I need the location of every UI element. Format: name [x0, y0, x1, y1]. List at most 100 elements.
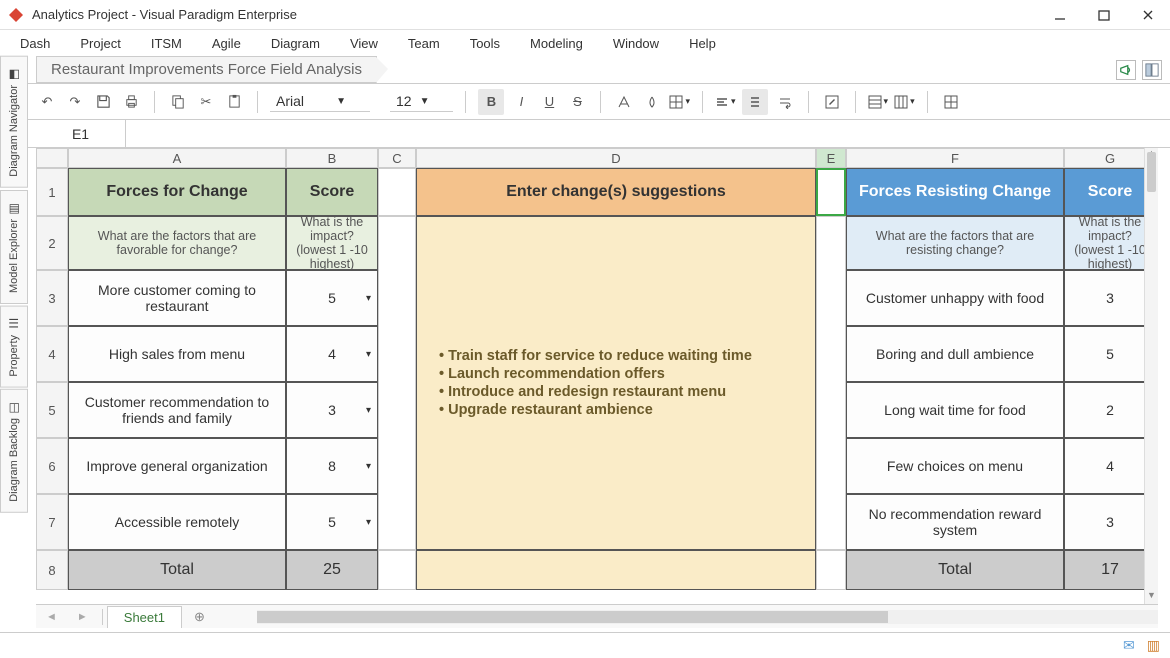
border-button[interactable]: ▾ [669, 95, 690, 109]
menu-project[interactable]: Project [80, 36, 120, 51]
sheet-tab[interactable]: Sheet1 [107, 606, 182, 628]
cell-total-against[interactable]: 17 [1064, 550, 1156, 590]
row-header-5[interactable]: 5 [36, 382, 68, 438]
col-header-g[interactable]: G [1064, 148, 1156, 168]
cell-empty[interactable] [378, 168, 416, 216]
cell-sub-for[interactable]: What are the factors that are favorable … [68, 216, 286, 270]
edit-cell-button[interactable] [821, 91, 843, 113]
row-header-3[interactable]: 3 [36, 270, 68, 326]
scrollbar-thumb[interactable] [1147, 152, 1156, 192]
minimize-button[interactable] [1046, 5, 1074, 25]
side-tab-model-explorer[interactable]: Model Explorer▤ [0, 190, 28, 304]
undo-button[interactable]: ↶ [36, 91, 58, 113]
scroll-down-icon[interactable]: ▼ [1145, 590, 1158, 604]
print-button[interactable] [120, 91, 142, 113]
cell-score-for-header[interactable]: Score [286, 168, 378, 216]
redo-button[interactable]: ↷ [64, 91, 86, 113]
horizontal-scrollbar[interactable] [257, 610, 1158, 624]
menu-tools[interactable]: Tools [470, 36, 500, 51]
cell-empty[interactable] [378, 550, 416, 590]
announce-icon[interactable] [1116, 60, 1136, 80]
copy-button[interactable] [167, 91, 189, 113]
row-header-4[interactable]: 4 [36, 326, 68, 382]
mail-icon[interactable]: ✉ [1123, 637, 1135, 654]
cell-suggestions-header[interactable]: Enter change(s) suggestions [416, 168, 816, 216]
dropdown-icon[interactable]: ▾ [366, 517, 371, 528]
cell-against-label[interactable]: Customer unhappy with food [846, 270, 1064, 326]
menu-dash[interactable]: Dash [20, 36, 50, 51]
cell-against-score[interactable]: 3▾ [1064, 494, 1156, 550]
cell-for-score[interactable]: 5▾ [286, 270, 378, 326]
menu-team[interactable]: Team [408, 36, 440, 51]
cell-for-label[interactable]: High sales from menu [68, 326, 286, 382]
col-header-c[interactable]: C [378, 148, 416, 168]
cell-selected[interactable] [816, 168, 846, 216]
row-header-6[interactable]: 6 [36, 438, 68, 494]
font-color-button[interactable] [613, 91, 635, 113]
dropdown-icon[interactable]: ▾ [366, 461, 371, 472]
menu-window[interactable]: Window [613, 36, 659, 51]
merge-button[interactable] [940, 91, 962, 113]
cell-against-score[interactable]: 4▾ [1064, 438, 1156, 494]
font-family-select[interactable]: Arial▼ [270, 91, 370, 112]
dropdown-icon[interactable]: ▾ [366, 293, 371, 304]
underline-button[interactable]: U [538, 91, 560, 113]
cell-for-score[interactable]: 8▾ [286, 438, 378, 494]
align-v-button[interactable] [742, 89, 768, 115]
menu-agile[interactable]: Agile [212, 36, 241, 51]
col-header-b[interactable]: B [286, 148, 378, 168]
side-tab-diagram-backlog[interactable]: Diagram Backlog◫ [0, 389, 28, 513]
close-button[interactable] [1134, 5, 1162, 25]
diagram-tab[interactable]: Restaurant Improvements Force Field Anal… [36, 56, 377, 83]
fill-color-button[interactable] [641, 91, 663, 113]
paste-button[interactable] [223, 91, 245, 113]
cell-for-label[interactable]: Customer recommendation to friends and f… [68, 382, 286, 438]
cell-against-label[interactable]: Few choices on menu [846, 438, 1064, 494]
cell-against-label[interactable]: Boring and dull ambience [846, 326, 1064, 382]
scrollbar-thumb[interactable] [257, 611, 888, 623]
side-tab-diagram-navigator[interactable]: Diagram Navigator◧ [0, 56, 28, 188]
wrap-text-button[interactable] [774, 91, 796, 113]
save-button[interactable] [92, 91, 114, 113]
switch-view-icon[interactable] [1142, 60, 1162, 80]
dropdown-icon[interactable]: ▾ [366, 349, 371, 360]
row-header-7[interactable]: 7 [36, 494, 68, 550]
cell-against-score[interactable]: 5▾ [1064, 326, 1156, 382]
cell-score-against-header[interactable]: Score [1064, 168, 1156, 216]
cell-empty-col[interactable] [816, 216, 846, 550]
cell-against-label[interactable]: Long wait time for food [846, 382, 1064, 438]
formula-input[interactable] [126, 120, 1170, 147]
row-header-1[interactable]: 1 [36, 168, 68, 216]
cell-reference[interactable]: E1 [36, 120, 126, 147]
cell-total-for[interactable]: 25 [286, 550, 378, 590]
vertical-scrollbar[interactable]: ▲ ▼ [1144, 148, 1158, 604]
bold-button[interactable]: B [478, 89, 504, 115]
cell-empty-col[interactable] [378, 216, 416, 550]
cell-against-score[interactable]: 3▾ [1064, 270, 1156, 326]
cell-forces-for-header[interactable]: Forces for Change [68, 168, 286, 216]
select-all-corner[interactable] [36, 148, 68, 168]
cell-empty[interactable] [816, 550, 846, 590]
col-header-f[interactable]: F [846, 148, 1064, 168]
col-header-e[interactable]: E [816, 148, 846, 168]
side-tab-property[interactable]: Property☰ [0, 306, 28, 388]
cell-for-label[interactable]: More customer coming to restaurant [68, 270, 286, 326]
maximize-button[interactable] [1090, 5, 1118, 25]
col-header-d[interactable]: D [416, 148, 816, 168]
cell-sub-score-against[interactable]: What is the impact? (lowest 1 -10 highes… [1064, 216, 1156, 270]
cell-total-label-against[interactable]: Total [846, 550, 1064, 590]
cell-against-label[interactable]: No recommendation reward system [846, 494, 1064, 550]
dropdown-icon[interactable]: ▾ [366, 405, 371, 416]
strikethrough-button[interactable]: S [566, 91, 588, 113]
cell-suggestions-bottom[interactable] [416, 550, 816, 590]
menu-diagram[interactable]: Diagram [271, 36, 320, 51]
note-icon[interactable]: ▥ [1147, 637, 1160, 654]
cut-button[interactable]: ✂ [195, 91, 217, 113]
cell-for-label[interactable]: Improve general organization [68, 438, 286, 494]
add-sheet-button[interactable]: ⊕ [182, 609, 217, 625]
menu-help[interactable]: Help [689, 36, 716, 51]
cell-suggestions-body[interactable]: • Train staff for service to reduce wait… [416, 216, 816, 550]
font-size-select[interactable]: 12▼ [390, 91, 453, 112]
menu-itsm[interactable]: ITSM [151, 36, 182, 51]
align-h-button[interactable]: ▾ [715, 95, 736, 109]
